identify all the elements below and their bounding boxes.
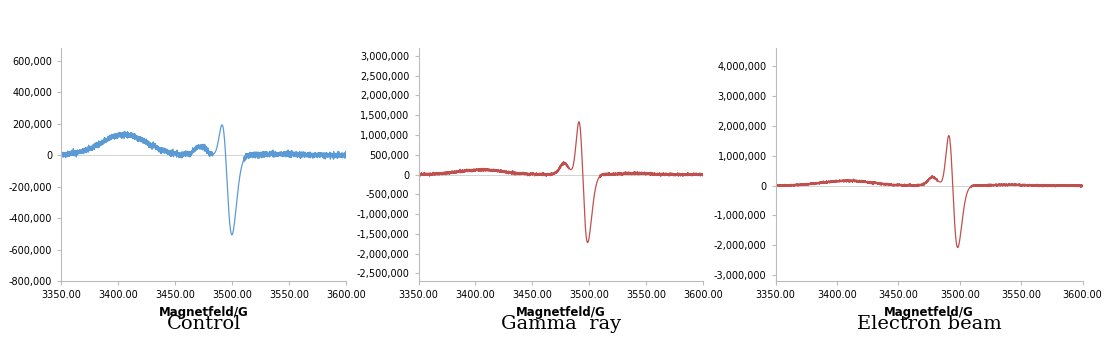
X-axis label: Magnetfeld/G: Magnetfeld/G (884, 306, 974, 319)
Text: Control: Control (167, 315, 241, 333)
X-axis label: Magnetfeld/G: Magnetfeld/G (158, 306, 249, 319)
Text: Gamma  ray: Gamma ray (501, 315, 622, 333)
Text: Electron beam: Electron beam (857, 315, 1002, 333)
X-axis label: Magnetfeld/G: Magnetfeld/G (516, 306, 606, 319)
